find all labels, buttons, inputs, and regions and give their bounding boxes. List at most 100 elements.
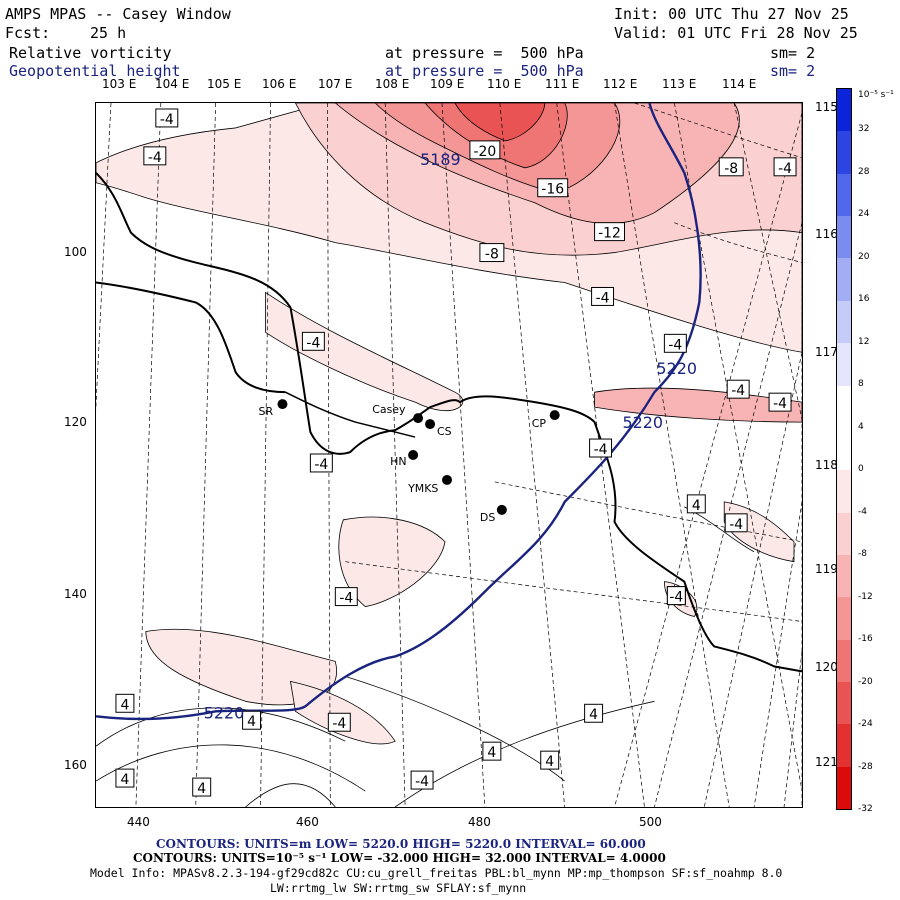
colorbar-label: -32 (858, 804, 873, 814)
valid-time: Valid: 01 UTC Fri 28 Nov 25 (614, 24, 858, 42)
height-contour-5220 (96, 103, 702, 721)
vort-label: -8 (479, 243, 505, 263)
colorbar-label: 16 (858, 294, 870, 305)
colorbar-label: -16 (858, 634, 873, 645)
field2-name: Geopotential height (9, 62, 181, 80)
lon-label: 113 E (662, 77, 697, 91)
vort-label: -4 (591, 286, 615, 306)
colorbar-swatch (837, 216, 851, 259)
vort-label: -4 (773, 157, 797, 177)
colorbar-label: 4 (858, 421, 864, 432)
footer-model-info: Model Info: MPASv8.2.3-194-gf29cd82c CU:… (90, 866, 783, 880)
svg-text:-8: -8 (485, 247, 499, 263)
svg-text:-4: -4 (773, 396, 787, 412)
init-time: Init: 00 UTC Thu 27 Nov 25 (614, 5, 849, 23)
colorbar-swatch (837, 427, 851, 471)
footer-vort-contours: CONTOURS: UNITS=10⁻⁵ s⁻¹ LOW= -32.000 HI… (133, 851, 666, 865)
vort-label: -4 (301, 331, 325, 351)
vort-label: -16 (537, 178, 569, 198)
vort-label: -8 (718, 157, 744, 177)
vort-label: -12 (594, 222, 625, 242)
vort-label: 4 (192, 777, 212, 797)
vort-label: -4 (589, 438, 613, 458)
vort-label: 4 (584, 703, 604, 723)
colorbar-label: -12 (858, 591, 873, 602)
colorbar-swatch (837, 385, 851, 428)
lon-label: 114 E (722, 77, 757, 91)
lon-label: 112 E (603, 77, 638, 91)
coastline (96, 172, 802, 673)
vort-label: -4 (327, 712, 351, 732)
svg-text:4: 4 (589, 707, 598, 723)
x-tick: 460 (296, 815, 319, 829)
colorbar-swatch (837, 89, 851, 132)
svg-text:-4: -4 (669, 590, 683, 606)
plot-title: AMPS MPAS -- Casey Window (5, 5, 231, 23)
vort-fill-south3 (289, 680, 396, 745)
colorbar-swatch (837, 682, 851, 725)
svg-text:Casey: Casey (372, 403, 406, 416)
station-cs: CS (425, 419, 452, 438)
colorbar-swatch (837, 300, 851, 344)
colorbar-label: -24 (858, 719, 873, 730)
y-tick: 160 (64, 758, 87, 772)
colorbar-label: 20 (858, 251, 870, 262)
colorbar-label: 28 (858, 166, 870, 177)
colorbar-swatch (837, 724, 851, 767)
colorbar-swatch (837, 173, 851, 217)
vort-label: -4 (309, 453, 333, 473)
svg-text:4: 4 (247, 714, 256, 730)
svg-text:-8: -8 (724, 161, 738, 177)
colorbar-label: -28 (858, 761, 873, 772)
colorbar-swatch (837, 554, 851, 598)
field2-level: at pressure = 500 hPa (385, 62, 584, 80)
svg-text:-4: -4 (778, 161, 792, 177)
svg-text:4: 4 (120, 697, 129, 713)
lon-label: 103 E (102, 77, 137, 91)
svg-text:-20: -20 (473, 144, 496, 160)
lon-label: 106 E (262, 77, 297, 91)
vort-label: 4 (686, 494, 706, 514)
vort-fill-neg24 (454, 103, 546, 142)
x-tick: 440 (127, 815, 150, 829)
lon-label: 107 E (318, 77, 353, 91)
x-tick: 500 (639, 815, 662, 829)
svg-text:-4: -4 (731, 383, 745, 399)
svg-text:SR: SR (259, 405, 274, 418)
colorbar-label: 24 (858, 209, 870, 220)
vort-pos-line (96, 744, 366, 792)
vort-label: 4 (115, 693, 135, 713)
colorbar-swatch (837, 639, 851, 683)
station-ds: DS (480, 504, 507, 524)
svg-text:CS: CS (437, 425, 452, 438)
lon-label: 109 E (430, 77, 465, 91)
station-casey: Casey (372, 403, 424, 424)
coastline-island (96, 281, 286, 394)
svg-text:4: 4 (120, 772, 129, 788)
svg-text:-4: -4 (332, 716, 346, 732)
footer-height-contours: CONTOURS: UNITS=m LOW= 5220.0 HIGH= 5220… (156, 837, 646, 851)
svg-text:-16: -16 (541, 182, 564, 198)
x-tick: 480 (468, 815, 491, 829)
colorbar-swatch (837, 470, 851, 513)
vort-label: -4 (666, 586, 686, 606)
svg-text:4: 4 (692, 498, 701, 514)
lon-label: 110 E (487, 77, 522, 91)
map-panel: -4 -4 -20 -16 -12 -8 -8 -4 -4 -4 -4 -4 -… (95, 102, 803, 808)
station-ymks: YMKS (407, 474, 452, 495)
vort-label: -4 (155, 108, 179, 128)
svg-text:-4: -4 (668, 337, 682, 353)
station-hn: HN (390, 450, 419, 468)
vort-label: 4 (540, 750, 560, 770)
lon-gridlines (96, 103, 802, 807)
vort-label: -20 (469, 140, 501, 160)
colorbar-swatch (837, 597, 851, 640)
forecast-label: Fcst: (5, 24, 51, 42)
y-tick: 120 (64, 415, 87, 429)
vort-label: -4 (768, 392, 792, 412)
y-tick: 140 (64, 587, 87, 601)
colorbar-label: -4 (858, 506, 867, 517)
colorbar-swatch (837, 766, 851, 810)
colorbar-label: 12 (858, 336, 870, 347)
svg-text:-4: -4 (306, 335, 320, 351)
